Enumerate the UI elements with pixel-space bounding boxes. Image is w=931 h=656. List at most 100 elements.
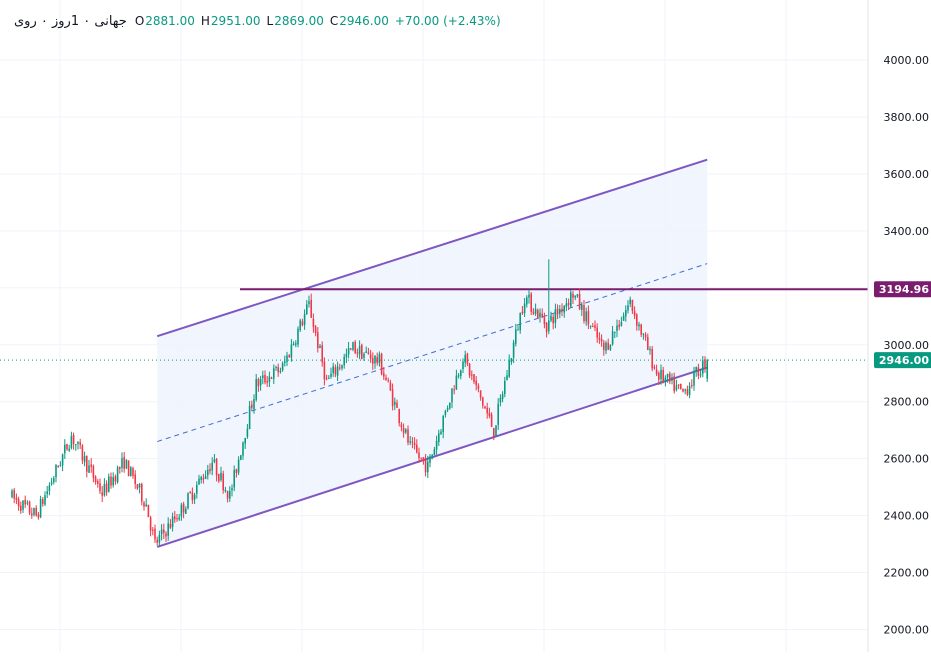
price-tick-label: 2400.00 (884, 510, 930, 523)
candle (28, 500, 31, 516)
candle-body (664, 377, 667, 382)
candle-body (37, 514, 40, 518)
candle-body (273, 368, 275, 379)
candle-body (543, 317, 546, 325)
candle (48, 482, 51, 496)
candle-body (416, 444, 418, 453)
candle (449, 402, 451, 410)
candle-body (702, 360, 704, 374)
candle-body (519, 312, 521, 331)
candle-body (433, 449, 436, 456)
candle-body (497, 403, 499, 425)
candle (204, 470, 207, 480)
candle (86, 455, 88, 478)
candle (510, 357, 513, 365)
candle-body (688, 385, 691, 395)
candle-body (143, 502, 145, 507)
candle-body (490, 414, 493, 427)
candle-body (537, 309, 539, 319)
candle (545, 321, 548, 338)
candle (268, 371, 271, 388)
candle-body (233, 469, 235, 488)
candle-body (295, 343, 297, 345)
candle-body (48, 485, 51, 491)
candle (484, 405, 486, 409)
candle-body (119, 466, 121, 469)
candle-body (257, 379, 260, 387)
candle (693, 366, 695, 391)
candle-body (510, 358, 513, 363)
candle (66, 443, 68, 451)
candle (11, 488, 13, 499)
candle-body (363, 353, 365, 358)
candle (141, 482, 143, 506)
candle-body (523, 303, 526, 314)
candle-body (121, 458, 123, 468)
candle (68, 444, 70, 453)
candle-body (607, 342, 609, 350)
candle (704, 356, 706, 373)
candle-body (218, 474, 220, 482)
candle-body (68, 448, 70, 451)
candle-body (367, 352, 370, 355)
candle-body (187, 493, 189, 509)
candle-body (35, 507, 37, 516)
candle (383, 366, 385, 380)
candle (273, 364, 275, 384)
candle-body (438, 433, 440, 442)
candle-body (31, 513, 33, 516)
candle (136, 483, 139, 490)
candle (389, 379, 392, 392)
candle-body (653, 367, 656, 369)
candle (552, 314, 554, 330)
candle (356, 348, 359, 358)
last-price-tag-text: 2946.00 (879, 354, 929, 367)
candle (253, 394, 255, 414)
candle-body (644, 334, 647, 338)
candle-body (600, 338, 603, 342)
legend-high: H 2951.00 (200, 14, 261, 28)
candle-body (583, 305, 585, 322)
candle (198, 474, 200, 486)
candle (116, 465, 119, 484)
candle-body (471, 374, 473, 376)
candle-body (697, 367, 700, 376)
candle-body (134, 474, 136, 485)
candle (24, 495, 26, 508)
candle (213, 454, 216, 464)
candle (292, 341, 295, 346)
candle (125, 459, 128, 470)
candle (488, 407, 491, 419)
candle-body (671, 377, 673, 381)
candle-body (413, 443, 416, 446)
candle (97, 478, 99, 488)
candle-body (182, 503, 185, 513)
candle (31, 507, 33, 519)
candle-body (453, 389, 455, 391)
candle-body (13, 490, 15, 499)
candle (215, 457, 218, 482)
candle (110, 472, 112, 489)
candle (376, 352, 378, 366)
candle-body (468, 363, 471, 376)
candle (471, 370, 473, 381)
candle (519, 312, 521, 334)
candle-body (552, 316, 554, 324)
candle-body (345, 354, 348, 358)
candle (420, 457, 422, 460)
symbol-title[interactable]: جهانی ۰ 1روز ۰ روی (14, 13, 127, 29)
candle (220, 466, 222, 482)
candle (202, 473, 205, 484)
candle (108, 473, 110, 493)
candle (479, 390, 482, 401)
candle-body (706, 360, 708, 379)
candle (244, 437, 246, 449)
candle-body (614, 331, 616, 333)
candle (416, 439, 418, 454)
candle (147, 504, 150, 518)
channel-upper-line (156, 158, 708, 338)
candle (255, 373, 257, 402)
candle (517, 325, 519, 331)
